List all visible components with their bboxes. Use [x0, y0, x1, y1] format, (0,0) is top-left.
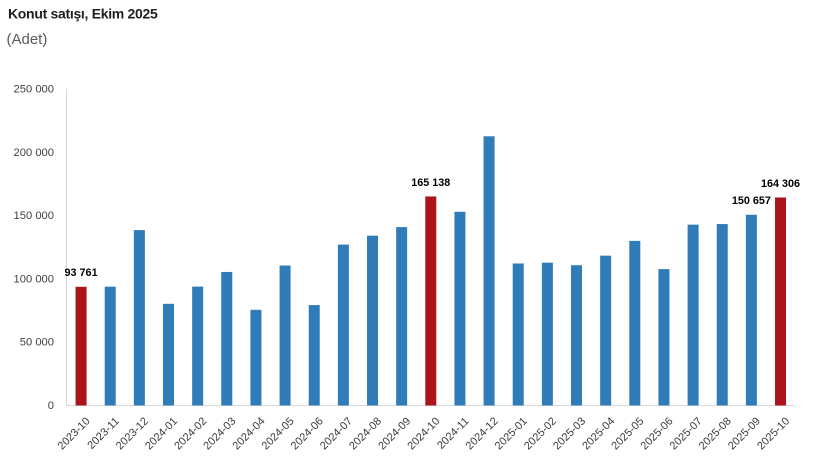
svg-text:250 000: 250 000 — [14, 84, 54, 96]
svg-text:150 000: 150 000 — [14, 210, 54, 222]
svg-text:(Adet): (Adet) — [7, 31, 48, 48]
svg-text:164 306: 164 306 — [761, 178, 800, 190]
svg-text:0: 0 — [48, 400, 54, 412]
svg-text:50 000: 50 000 — [20, 337, 54, 349]
svg-text:100 000: 100 000 — [14, 273, 54, 285]
svg-text:Konut satışı, Ekim 2025: Konut satışı, Ekim 2025 — [8, 6, 158, 22]
svg-text:150 657: 150 657 — [732, 195, 771, 207]
svg-text:165 138: 165 138 — [411, 177, 450, 189]
svg-text:200 000: 200 000 — [14, 147, 54, 159]
svg-text:93 761: 93 761 — [65, 267, 98, 279]
